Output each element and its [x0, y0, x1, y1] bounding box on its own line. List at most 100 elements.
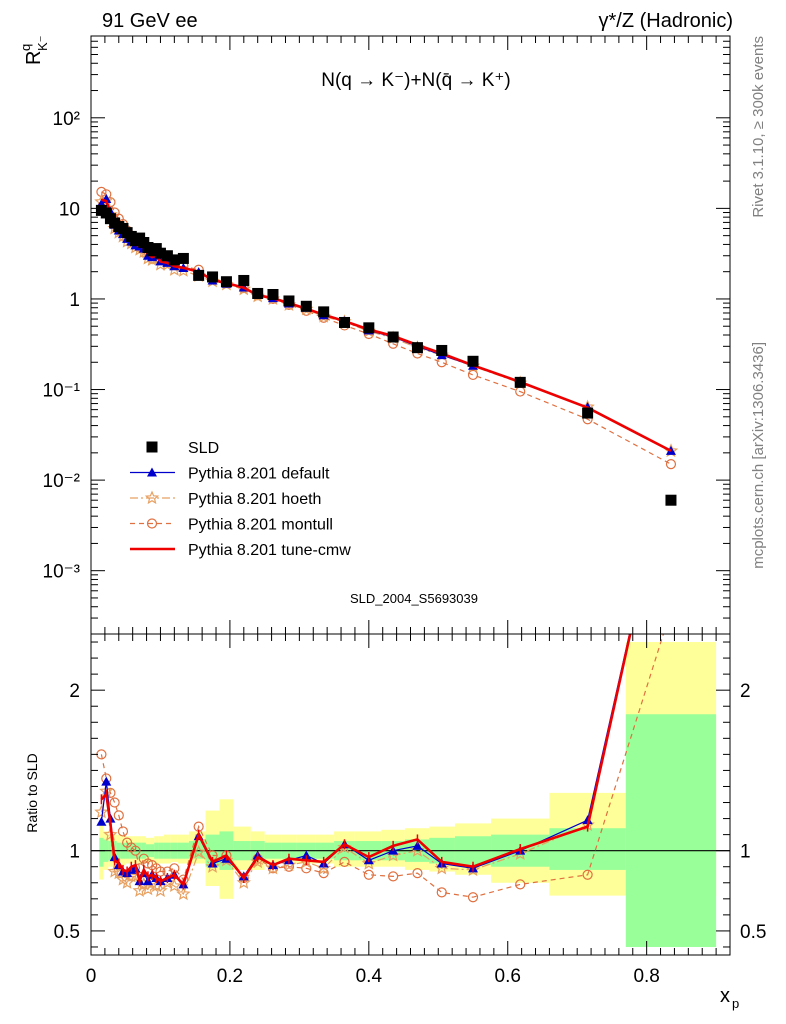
- ratio-plot-area: [91, 605, 730, 947]
- ratio-point-montull: [515, 879, 526, 890]
- x-tick-label: 0.8: [633, 966, 659, 987]
- main-title: N(q → K⁻)+N(q̄ → K⁺): [321, 70, 511, 91]
- y-axis-title-sub: K⁻: [35, 35, 50, 51]
- main-point-sld: [283, 295, 295, 307]
- ratio-point-montull: [412, 868, 423, 879]
- side-label-mcplots: mcplots.cern.ch [arXiv:1306.3436]: [750, 342, 767, 569]
- main-point-sld: [220, 276, 232, 288]
- ratio-point-default: [101, 776, 112, 786]
- ratio-y-tick-label-right: 0.5: [740, 922, 766, 943]
- ratio-y-tick-label-right: 1: [740, 842, 751, 863]
- ratio-point-hoeth: [107, 863, 122, 878]
- ratio-point-default: [96, 816, 107, 826]
- main-point-sld: [100, 207, 112, 219]
- legend-label: Pythia 8.201 default: [188, 466, 330, 483]
- legend-label: Pythia 8.201 tune-cmw: [188, 542, 351, 559]
- ratio-point-hoeth: [361, 855, 376, 870]
- main-point-sld: [177, 252, 189, 264]
- main-y-tick-label: 10⁻¹: [43, 381, 81, 402]
- legend-marker-default: [147, 467, 157, 477]
- y-axis-title-sup: q: [18, 44, 33, 51]
- main-point-sld: [238, 274, 250, 286]
- legend-label: Pythia 8.201 hoeth: [188, 491, 321, 508]
- ratio-point-montull: [467, 892, 479, 903]
- legend-marker-montull: [146, 518, 158, 529]
- y-axis-title: R q K⁻: [18, 35, 50, 65]
- main-point-sld: [193, 269, 205, 281]
- ratio-y-tick-label-left: 0.5: [54, 922, 80, 943]
- header-right: γ*/Z (Hadronic): [599, 10, 733, 32]
- y-axis-title-main: R: [23, 51, 45, 65]
- main-point-sld: [363, 322, 375, 334]
- ratio-point-montull: [117, 826, 129, 837]
- ratio-point-default: [301, 850, 312, 860]
- ratio-point-hoeth: [265, 860, 281, 875]
- watermark: SLD_2004_S5693039: [350, 591, 478, 606]
- ratio-point-montull: [388, 871, 399, 882]
- main-point-sld: [411, 342, 423, 354]
- main-point-sld: [339, 316, 351, 328]
- ratio-point-hoeth: [236, 875, 251, 889]
- ratio-band-green: [625, 714, 717, 947]
- main-point-sld: [467, 355, 479, 367]
- ratio-point-montull: [155, 866, 166, 877]
- legend-marker-hoeth: [144, 490, 160, 505]
- x-axis-title: x: [720, 985, 730, 1007]
- legend-marker-sld: [146, 441, 158, 453]
- main-y-tick-label: 10⁻³: [43, 562, 81, 583]
- ratio-point-montull: [666, 605, 675, 614]
- ratio-point-montull: [113, 810, 124, 821]
- ratio-point-default: [412, 840, 423, 850]
- main-point-sld: [387, 331, 399, 343]
- main-point-montull: [665, 459, 677, 470]
- ratio-point-montull: [96, 749, 107, 760]
- main-point-sld: [154, 247, 166, 259]
- ratio-point-default: [582, 815, 593, 825]
- ratio-point-montull: [339, 856, 350, 868]
- ratio-y-tick-label-right: 2: [740, 681, 751, 702]
- ratio-point-hoeth: [205, 859, 220, 873]
- header-left: 91 GeV ee: [102, 10, 198, 32]
- x-axis-title-sub: p: [732, 996, 739, 1011]
- main-y-tick-label: 10²: [53, 109, 80, 130]
- main-point-sld: [318, 306, 330, 318]
- ratio-point-hoeth: [167, 878, 182, 893]
- ratio-point-hoeth: [140, 881, 156, 896]
- ratio-y-tick-label-left: 1: [69, 842, 80, 863]
- main-point-sld: [514, 376, 526, 388]
- main-point-sld: [252, 287, 264, 299]
- main-y-tick-label: 10⁻²: [43, 471, 81, 492]
- x-tick-label: 0.6: [495, 966, 521, 987]
- ratio-point-hoeth: [103, 827, 118, 841]
- x-tick-label: 0.2: [217, 966, 243, 987]
- main-point-sld: [582, 407, 594, 419]
- ratio-point-hoeth: [176, 886, 191, 901]
- side-label-rivet: Rivet 3.1.10, ≥ 300k events: [750, 36, 767, 218]
- ratio-point-montull: [363, 869, 374, 880]
- ratio-point-hoeth: [128, 868, 143, 883]
- main-point-sld: [665, 494, 677, 506]
- main-frame: [90, 35, 731, 635]
- main-y-tick-label: 10: [59, 199, 80, 220]
- legend-label: Pythia 8.201 montull: [188, 517, 333, 534]
- main-point-sld: [168, 254, 180, 266]
- main-point-sld: [436, 344, 448, 356]
- legend-label: SLD: [188, 440, 219, 457]
- legend: SLD Pythia 8.201 default Pythia 8.201 hoet…: [130, 440, 351, 559]
- ratio-band-green: [99, 837, 104, 867]
- ratio-point-hoeth: [153, 883, 168, 897]
- x-tick-label: 0: [86, 966, 97, 987]
- main-point-sld: [300, 300, 312, 312]
- main-point-sld: [207, 271, 219, 283]
- main-y-tick-label: 1: [69, 290, 80, 311]
- ratio-y-axis-title: Ratio to SLD: [24, 753, 40, 832]
- ratio-point-montull: [436, 887, 447, 898]
- ratio-point-montull: [582, 869, 593, 880]
- main-plot-area: [94, 186, 679, 506]
- main-point-sld: [161, 250, 173, 262]
- x-tick-label: 0.4: [356, 966, 383, 987]
- ratio-series-line: [100, 634, 665, 898]
- ratio-y-tick-label-left: 2: [69, 681, 80, 702]
- ratio-point-montull: [109, 797, 120, 808]
